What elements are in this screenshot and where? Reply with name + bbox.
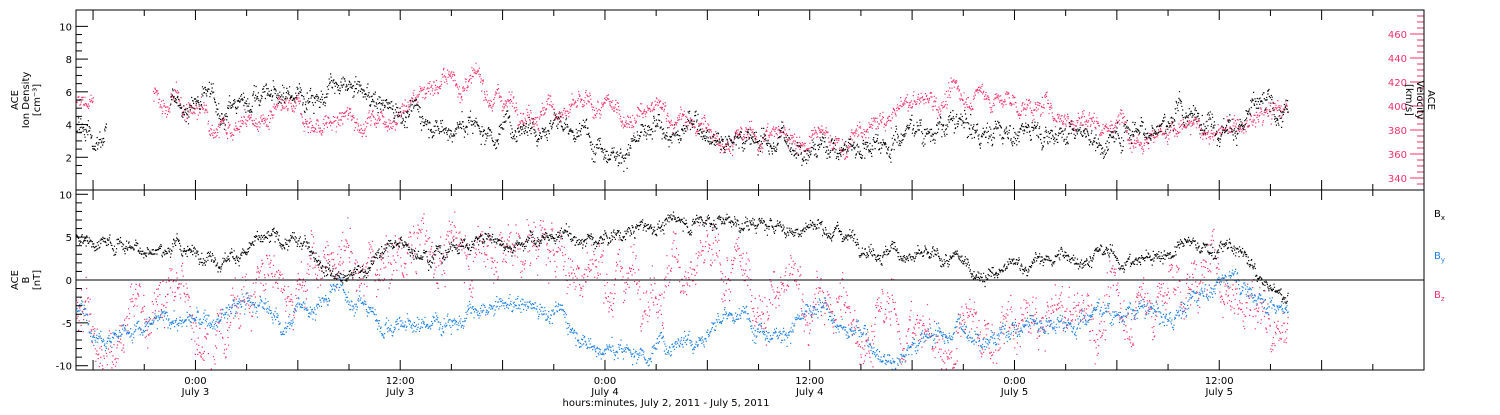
velocity-series (76, 62, 1289, 160)
density-axis-title-line: [cm⁻³] (32, 84, 43, 116)
time-tick-label: 0:00 (184, 376, 206, 387)
time-tick-label: 0:00 (594, 376, 616, 387)
density-axis-title-line: ACE (10, 90, 21, 110)
velocity-axis-title: ACEVelocity[km/s] (1403, 80, 1436, 119)
velocity-axis-title-line: ACE (1425, 90, 1436, 110)
time-tick-label: 0:00 (1003, 376, 1025, 387)
density-axis-title: ACEIon Density[cm⁻³] (10, 72, 43, 129)
time-tick-date: July 5 (1204, 387, 1233, 398)
bx-points (76, 211, 1289, 304)
right-tick-label: 360 (1388, 150, 1407, 161)
right-tick-label: 440 (1388, 54, 1407, 65)
legend-bz-subscript: z (1441, 295, 1445, 303)
density-series (76, 73, 1289, 172)
time-axis-title: hours:minutes, July 2, 2011 - July 5, 20… (563, 398, 770, 409)
time-tick-label: 12:00 (1205, 376, 1234, 387)
time-tick-date: July 3 (385, 387, 414, 398)
right-tick-label: 380 (1388, 126, 1407, 137)
time-tick-date: July 3 (181, 387, 210, 398)
time-tick-date: July 5 (1000, 387, 1029, 398)
velocity-axis-title-line: [km/s] (1403, 84, 1414, 116)
time-tick-label: 12:00 (386, 376, 415, 387)
b-axis-title-line: ACE (10, 270, 21, 290)
b-tick-label: -10 (56, 362, 72, 373)
velocity-points (76, 62, 1289, 160)
velocity-axis-title-line: Velocity (1414, 80, 1425, 119)
left-tick-label: 4 (66, 121, 72, 132)
legend-by-symbol: B (1434, 251, 1441, 262)
b-axis-title-line: B (21, 276, 32, 283)
b-tick-label: 10 (59, 190, 72, 201)
by-points (76, 268, 1289, 370)
time-tick-date: July 4 (795, 387, 824, 398)
right-tick-label: 340 (1388, 174, 1407, 185)
legend-bz: Bz (1434, 290, 1445, 303)
legend-bx-symbol: B (1434, 209, 1441, 220)
left-tick-label: 2 (66, 153, 72, 164)
right-tick-label: 420 (1388, 78, 1407, 89)
left-tick-label: 8 (66, 55, 72, 66)
legend-bx: Bx (1434, 209, 1445, 222)
density-points (76, 73, 1289, 172)
legend-bz-symbol: B (1434, 290, 1441, 301)
legend-by-subscript: y (1441, 256, 1445, 264)
bz-points (76, 211, 1289, 370)
left-tick-label: 10 (59, 22, 72, 33)
bx-series (76, 211, 1289, 304)
time-tick-date: July 4 (590, 387, 619, 398)
b-axis-title-line: [nT] (32, 270, 43, 290)
b-tick-label: 0 (66, 276, 72, 287)
bz-series (76, 211, 1289, 370)
legend-bx-subscript: x (1441, 214, 1445, 222)
legend-by: By (1434, 251, 1445, 264)
by-series (76, 268, 1289, 370)
left-tick-label: 6 (66, 88, 72, 99)
density-axis-title-line: Ion Density (21, 72, 32, 129)
time-tick-label: 12:00 (795, 376, 824, 387)
b-axis-title: ACEB[nT] (10, 270, 43, 290)
panel-top-frame (75, 9, 1425, 191)
right-tick-label: 400 (1388, 102, 1407, 113)
b-tick-label: 5 (66, 233, 72, 244)
right-tick-label: 460 (1388, 30, 1407, 41)
panel-bottom-frame (75, 189, 1425, 371)
b-tick-label: -5 (62, 319, 72, 330)
